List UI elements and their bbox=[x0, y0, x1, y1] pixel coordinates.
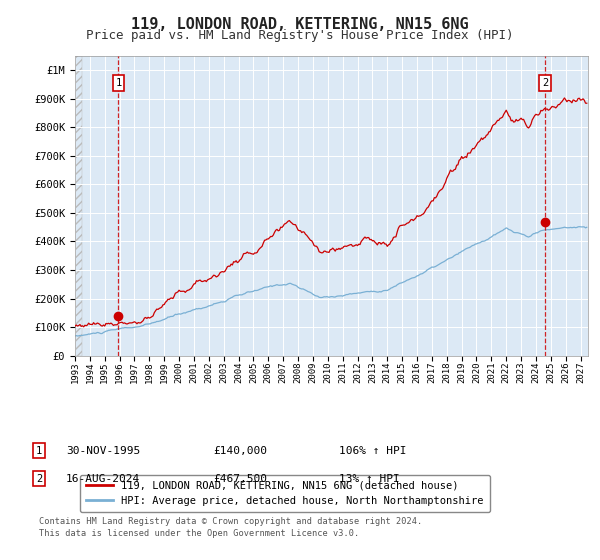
Text: 2: 2 bbox=[36, 474, 42, 484]
Text: £140,000: £140,000 bbox=[213, 446, 267, 456]
Text: 106% ↑ HPI: 106% ↑ HPI bbox=[339, 446, 407, 456]
Text: £467,500: £467,500 bbox=[213, 474, 267, 484]
Text: 1: 1 bbox=[115, 78, 122, 88]
Text: 119, LONDON ROAD, KETTERING, NN15 6NG: 119, LONDON ROAD, KETTERING, NN15 6NG bbox=[131, 17, 469, 32]
Text: Price paid vs. HM Land Registry's House Price Index (HPI): Price paid vs. HM Land Registry's House … bbox=[86, 29, 514, 42]
Text: 16-AUG-2024: 16-AUG-2024 bbox=[66, 474, 140, 484]
Text: 13% ↑ HPI: 13% ↑ HPI bbox=[339, 474, 400, 484]
Text: This data is licensed under the Open Government Licence v3.0.: This data is licensed under the Open Gov… bbox=[39, 529, 359, 538]
Text: 1: 1 bbox=[36, 446, 42, 456]
Legend: 119, LONDON ROAD, KETTERING, NN15 6NG (detached house), HPI: Average price, deta: 119, LONDON ROAD, KETTERING, NN15 6NG (d… bbox=[80, 475, 490, 512]
Text: Contains HM Land Registry data © Crown copyright and database right 2024.: Contains HM Land Registry data © Crown c… bbox=[39, 517, 422, 526]
Text: 30-NOV-1995: 30-NOV-1995 bbox=[66, 446, 140, 456]
Text: 2: 2 bbox=[542, 78, 548, 88]
